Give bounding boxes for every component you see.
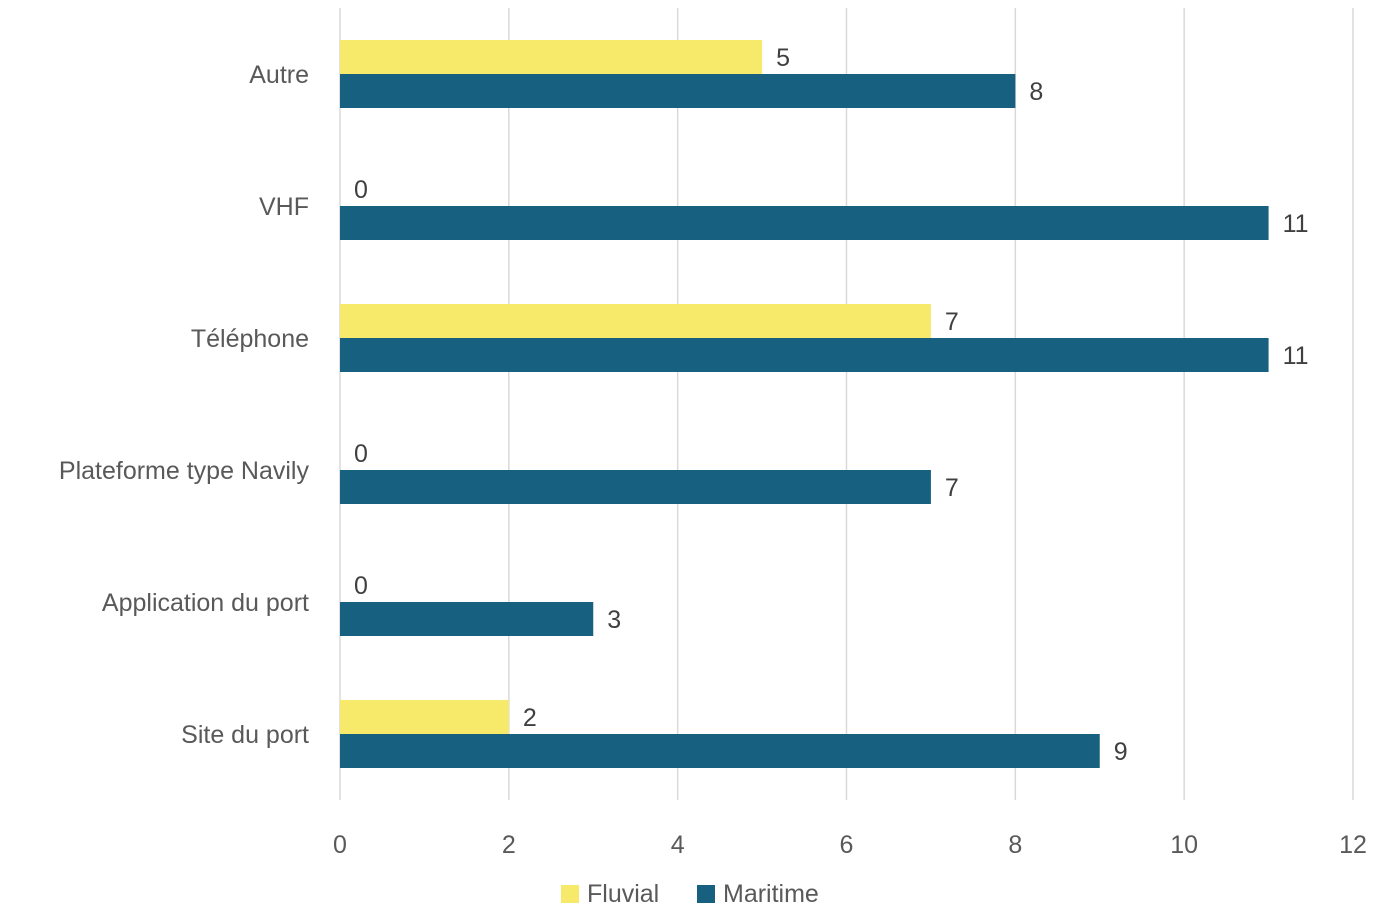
x-tick-label: 4	[671, 831, 685, 859]
bar-maritime	[340, 338, 1269, 372]
category-label: Site du port	[181, 721, 309, 749]
data-label-maritime: 7	[945, 474, 959, 502]
data-label-fluvial: 7	[945, 308, 959, 336]
data-label-maritime: 8	[1029, 78, 1043, 106]
category-label: VHF	[259, 193, 309, 221]
data-label-maritime: 9	[1114, 738, 1128, 766]
bar-maritime	[340, 734, 1100, 768]
x-tick-labels: 0 2 4 6 8 10 12	[333, 831, 1367, 859]
bars	[340, 40, 1269, 768]
legend-label-maritime: Maritime	[723, 880, 819, 908]
x-tick-label: 2	[502, 831, 516, 859]
bar-maritime	[340, 602, 594, 636]
x-tick-label: 6	[840, 831, 854, 859]
data-label-fluvial: 0	[354, 440, 368, 468]
x-tick-label: 10	[1170, 831, 1198, 859]
x-tick-label: 8	[1008, 831, 1022, 859]
category-labels: Site du port Application du port Plateform…	[59, 61, 310, 749]
category-label: Autre	[249, 61, 309, 89]
category-label: Téléphone	[191, 325, 309, 353]
legend-label-fluvial: Fluvial	[587, 880, 659, 908]
data-label-fluvial: 0	[354, 176, 368, 204]
x-tick-label: 12	[1339, 831, 1367, 859]
data-label-maritime: 11	[1283, 342, 1309, 370]
legend-swatch-fluvial	[561, 885, 579, 903]
gridlines	[339, 8, 1354, 800]
legend: Fluvial Maritime	[561, 880, 819, 908]
bar-maritime	[340, 206, 1269, 240]
data-labels: 2 9 0 3 0 7 7 11 0 11 5 8	[354, 44, 1309, 766]
bar-fluvial	[340, 700, 509, 734]
category-label: Application du port	[102, 589, 309, 617]
bar-maritime	[340, 74, 1016, 108]
legend-swatch-maritime	[697, 885, 715, 903]
data-label-fluvial: 5	[776, 44, 790, 72]
data-label-fluvial: 0	[354, 572, 368, 600]
x-tick-label: 0	[333, 831, 347, 859]
data-label-maritime: 3	[607, 606, 621, 634]
data-label-maritime: 11	[1283, 210, 1309, 238]
category-label: Plateforme type Navily	[59, 457, 310, 485]
bar-fluvial	[340, 40, 763, 74]
bar-fluvial	[340, 304, 931, 338]
bar-maritime	[340, 470, 931, 504]
data-label-fluvial: 2	[523, 704, 537, 732]
